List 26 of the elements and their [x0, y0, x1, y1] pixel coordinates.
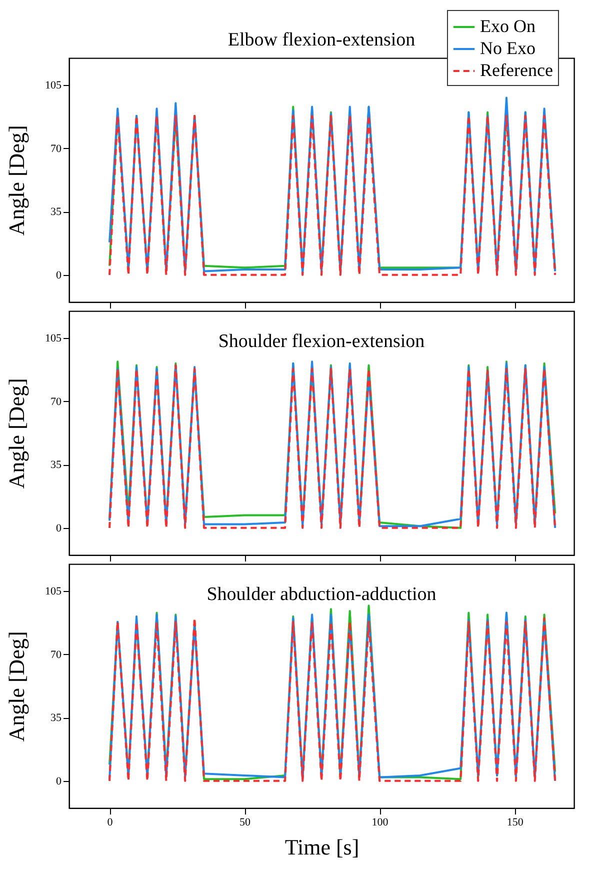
- text: Shoulder flexion-extension: [218, 331, 426, 352]
- x-axis-title: Time [s]: [284, 834, 360, 860]
- y-tick-label: 35: [50, 712, 62, 724]
- y-axis-title: Angle [Deg]: [4, 631, 29, 742]
- y-tick-label: 0: [56, 775, 62, 788]
- y-tick-label: 35: [50, 206, 62, 218]
- x-tick-label: 100: [372, 816, 389, 828]
- chart-title: Elbow flexion-extension: [228, 30, 416, 50]
- y-axis-title: Angle [Deg]: [4, 125, 29, 236]
- y-tick-label: 105: [45, 332, 62, 345]
- y-tick-label: 70: [50, 142, 62, 155]
- y-tick-label: 0: [56, 269, 62, 282]
- legend-label: Exo On: [480, 16, 536, 36]
- y-tick-label: 35: [50, 459, 62, 472]
- x-tick-label: 50: [240, 816, 252, 828]
- y-tick-label: 70: [50, 648, 62, 661]
- y-tick-label: 70: [50, 396, 62, 408]
- y-tick-label: 105: [45, 80, 62, 92]
- text: Shoulder abduction-adduction: [206, 584, 437, 605]
- legend-label: No Exo: [480, 38, 536, 58]
- y-axis-title: Angle [Deg]: [4, 378, 29, 489]
- x-tick-label: 150: [506, 816, 524, 828]
- y-tick-label: 105: [45, 586, 62, 598]
- legend-label: Reference: [480, 60, 553, 80]
- y-tick-label: 0: [56, 522, 62, 534]
- x-tick-label: 0: [107, 816, 114, 828]
